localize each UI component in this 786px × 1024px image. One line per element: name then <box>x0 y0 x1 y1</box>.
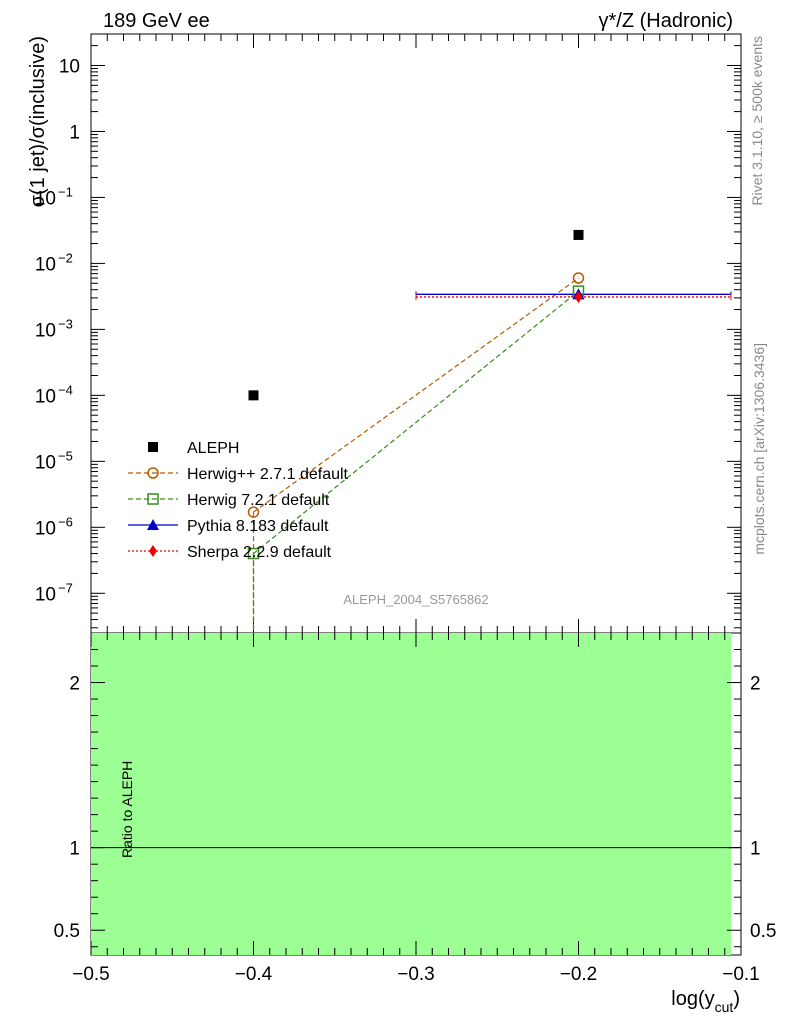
y-tick-exponent: −4 <box>58 382 73 397</box>
marker-circle-open <box>572 272 585 284</box>
main-plot-frame <box>90 33 742 634</box>
legend-label: Herwig++ 2.7.1 default <box>187 466 349 483</box>
title-right: γ*/Z (Hadronic) <box>599 10 733 32</box>
ratio-tick-label-left: 0.5 <box>54 921 80 942</box>
y-tick-label: 1 <box>69 122 80 143</box>
legend-label: Sherpa 2.2.9 default <box>187 544 332 561</box>
marker-diamond <box>149 545 157 557</box>
marker-diamond <box>574 290 583 303</box>
y-ticks-main <box>91 33 741 629</box>
y-tick-label: 10 <box>35 584 56 605</box>
marker-square <box>573 229 584 240</box>
marker-square-open <box>147 493 159 505</box>
y-tick-label: 10 <box>35 518 56 539</box>
ratio-tick-labels: 0.5 0.5 1 1 2 2 <box>54 674 777 943</box>
x-ticks-main <box>90 34 742 633</box>
marker-circle-open <box>147 467 159 479</box>
ratio-tick-label-right: 0.5 <box>750 921 776 942</box>
ratio-tick-label-right: 1 <box>750 839 761 860</box>
legend-label: Pythia 8.183 default <box>187 518 329 535</box>
ratio-band <box>91 633 731 955</box>
y-tick-exponent: −3 <box>58 316 73 331</box>
ratio-tick-label-right: 2 <box>750 674 761 695</box>
y-tick-exponent: −5 <box>58 448 73 463</box>
mcplots-label: mcplots.cern.ch [arXiv:1306.3436] <box>751 343 767 555</box>
legend-label: Herwig 7.2.1 default <box>187 492 330 509</box>
marker-circle-open <box>247 506 260 518</box>
analysis-watermark: ALEPH_2004_S5765862 <box>343 592 488 607</box>
y-tick-label: 10 <box>59 56 80 77</box>
series-line <box>253 277 579 513</box>
x-tick-label: −0.1 <box>722 964 760 985</box>
y-tick-label: 10 <box>35 188 56 209</box>
series-markers <box>247 229 585 560</box>
title-left: 189 GeV ee <box>103 10 210 32</box>
x-tick-label: −0.5 <box>72 964 110 985</box>
rivet-version-label: Rivet 3.1.10, ≥ 500k events <box>749 36 765 206</box>
x-tick-label: −0.2 <box>560 964 598 985</box>
x-tick-label: −0.4 <box>235 964 273 985</box>
y-tick-label: 10 <box>35 386 56 407</box>
y-tick-label: 10 <box>35 452 56 473</box>
ratio-tick-label-left: 2 <box>69 674 80 695</box>
x-tick-labels: −0.5 −0.4 −0.3 −0.2 −0.1 <box>72 964 760 985</box>
y-tick-label: 10 <box>35 254 56 275</box>
y-tick-exponent: −1 <box>58 184 73 199</box>
y-tick-exponent: −6 <box>58 514 73 529</box>
y-tick-exponent: −7 <box>58 580 73 595</box>
x-ticks-ratio <box>90 633 742 955</box>
marker-square <box>148 442 158 452</box>
marker-square <box>248 390 259 401</box>
y-tick-label: 10 <box>35 320 56 341</box>
y-tick-exponent: −2 <box>58 250 73 265</box>
legend: ALEPH Herwig++ 2.7.1 default Herwig 7.2.1 … <box>128 440 349 561</box>
ratio-axis-label: Ratio to ALEPH <box>119 761 135 858</box>
ratio-tick-label-left: 1 <box>69 839 80 860</box>
series-line <box>253 290 579 555</box>
marker-square-open <box>247 547 260 560</box>
legend-label: ALEPH <box>187 440 239 457</box>
y-ticks-ratio <box>91 649 741 948</box>
x-axis-label: log(ycut) <box>671 988 740 1015</box>
y-axis-label: σ(1 jet)/σ(inclusive) <box>27 36 49 207</box>
marker-triangle <box>147 519 159 530</box>
x-tick-label: −0.3 <box>397 964 435 985</box>
